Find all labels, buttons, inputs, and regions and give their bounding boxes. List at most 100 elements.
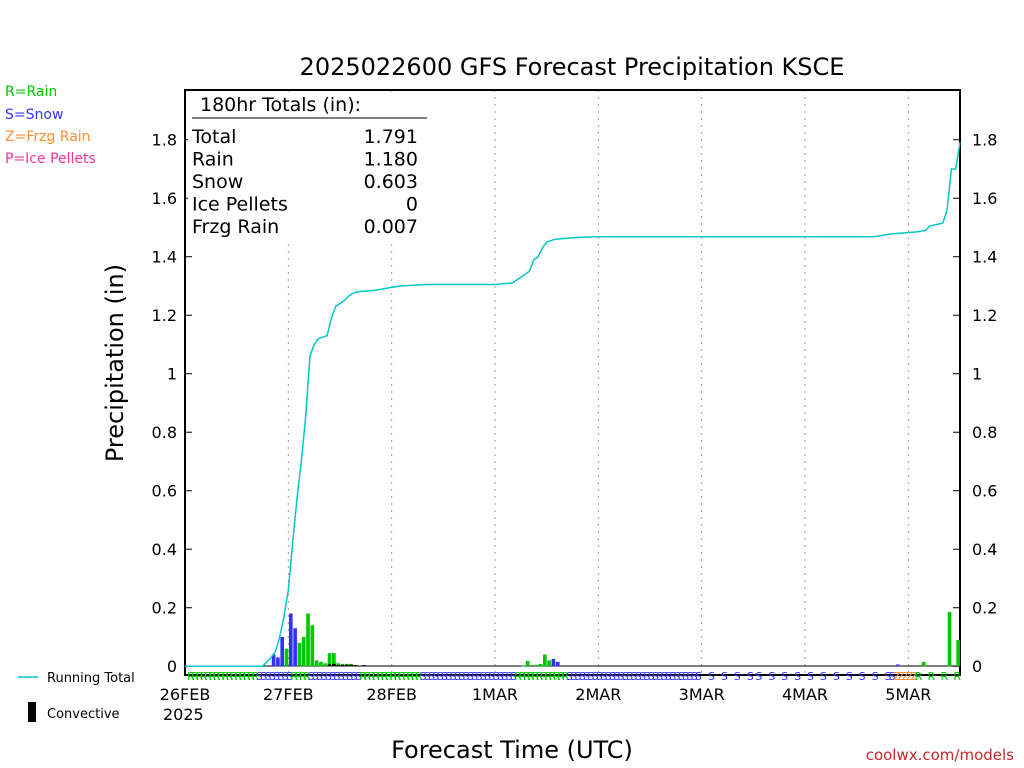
type-code: S (506, 670, 513, 683)
type-code: Z (893, 670, 901, 683)
line-legend: Running Total Convective (18, 671, 135, 722)
totals-row-value: 0.603 (364, 171, 418, 193)
type-code: R (381, 670, 389, 683)
precip-bar (543, 654, 547, 667)
y-tick-label-right: 0.2 (972, 599, 997, 618)
type-code: R (398, 670, 406, 683)
type-code: S (686, 670, 693, 683)
convective-bars (327, 663, 366, 667)
type-code: S (497, 670, 504, 683)
y-tick-label-right: 1 (972, 365, 982, 384)
type-code: R (553, 670, 561, 683)
credit-text: coolwx.com/models (866, 746, 1014, 764)
totals-row-value: 0 (406, 194, 418, 216)
type-code: S (484, 670, 491, 683)
type-code: S (592, 670, 599, 683)
type-code: S (889, 670, 896, 683)
type-code: S (807, 670, 814, 683)
type-code: R (299, 670, 307, 683)
y-tick-label-right: 0.4 (972, 540, 997, 559)
type-code: R (359, 670, 367, 683)
type-code: S (467, 670, 474, 683)
type-code: S (437, 670, 444, 683)
y-tick-label-right: 1.8 (972, 131, 997, 150)
type-code: R (290, 670, 298, 683)
type-code: S (661, 670, 668, 683)
type-code: Z (902, 670, 910, 683)
y-tick-label-left: 0 (167, 657, 177, 676)
totals-row-value: 1.791 (364, 126, 418, 148)
chart-title: 2025022600 GFS Forecast Precipitation KS… (300, 53, 845, 81)
type-code: S (471, 670, 478, 683)
precip-bar (301, 636, 306, 667)
type-code: S (308, 670, 315, 683)
type-code: R (402, 670, 410, 683)
type-code: S (691, 670, 698, 683)
y-tick-label-right: 0.6 (972, 482, 997, 501)
type-code: S (820, 670, 827, 683)
totals-header: 180hr Totals (in): (200, 94, 361, 116)
precip-bar (555, 661, 560, 667)
precip-bar (896, 664, 900, 667)
type-code: S (643, 670, 650, 683)
x-tick-label: 2MAR (575, 685, 621, 704)
y-tick-label-left: 0.8 (152, 423, 177, 442)
type-code: S (734, 670, 741, 683)
type-code: S (428, 670, 435, 683)
legend-ice-pellets: P=Ice Pellets (5, 151, 96, 167)
type-code: S (312, 670, 319, 683)
type-code: S (600, 670, 607, 683)
type-code: S (609, 670, 616, 683)
y-axis-right: 0 0.2 0.4 0.6 0.8 1 1.2 1.4 1.6 1.8 (953, 131, 997, 676)
type-code: S (260, 670, 267, 683)
type-code: S (695, 670, 702, 683)
convective-bar (362, 665, 366, 667)
type-code: R (389, 670, 397, 683)
type-code: S (282, 670, 289, 683)
type-code: S (342, 670, 349, 683)
type-code: R (562, 670, 570, 683)
type-code: S (286, 670, 293, 683)
type-code: R (415, 670, 423, 683)
type-code: R (557, 670, 565, 683)
type-code: R (519, 670, 527, 683)
convective-bar (327, 664, 332, 667)
x-axis: 26FEB 27FEB 28FEB 1MAR 2MAR 3MAR 4MAR 5MAR (160, 685, 932, 704)
type-code: S (635, 670, 642, 683)
type-code: R (230, 670, 238, 683)
precip-bar (538, 663, 543, 667)
type-code: S (768, 670, 775, 683)
type-code: R (187, 670, 195, 683)
type-code: S (265, 670, 272, 683)
precip-bar (327, 653, 332, 667)
type-code: S (846, 670, 853, 683)
precip-bar (332, 653, 336, 667)
precip-bar (336, 663, 340, 667)
type-code: S (626, 670, 633, 683)
x-tick-label: 27FEB (263, 685, 314, 704)
type-code: S (329, 670, 336, 683)
totals-row-label: Rain (192, 149, 234, 171)
convective-bar (336, 665, 340, 667)
type-code: R (239, 670, 247, 683)
type-code: R (196, 670, 204, 683)
type-code: S (678, 670, 685, 683)
type-code: S (630, 670, 637, 683)
type-code: R (217, 670, 225, 683)
type-code: S (708, 670, 715, 683)
precip-bar (534, 664, 539, 667)
type-code: S (885, 670, 892, 683)
type-code: R (928, 670, 936, 683)
type-code: R (385, 670, 393, 683)
type-code: R (295, 670, 303, 683)
legend-snow: S=Snow (5, 107, 63, 123)
type-code: S (622, 670, 629, 683)
type-code: R (544, 670, 552, 683)
type-code: S (833, 670, 840, 683)
precip-bar (314, 660, 319, 667)
type-code: S (596, 670, 603, 683)
type-code: R (243, 670, 251, 683)
precip-bars (271, 612, 960, 667)
type-code: R (536, 670, 544, 683)
